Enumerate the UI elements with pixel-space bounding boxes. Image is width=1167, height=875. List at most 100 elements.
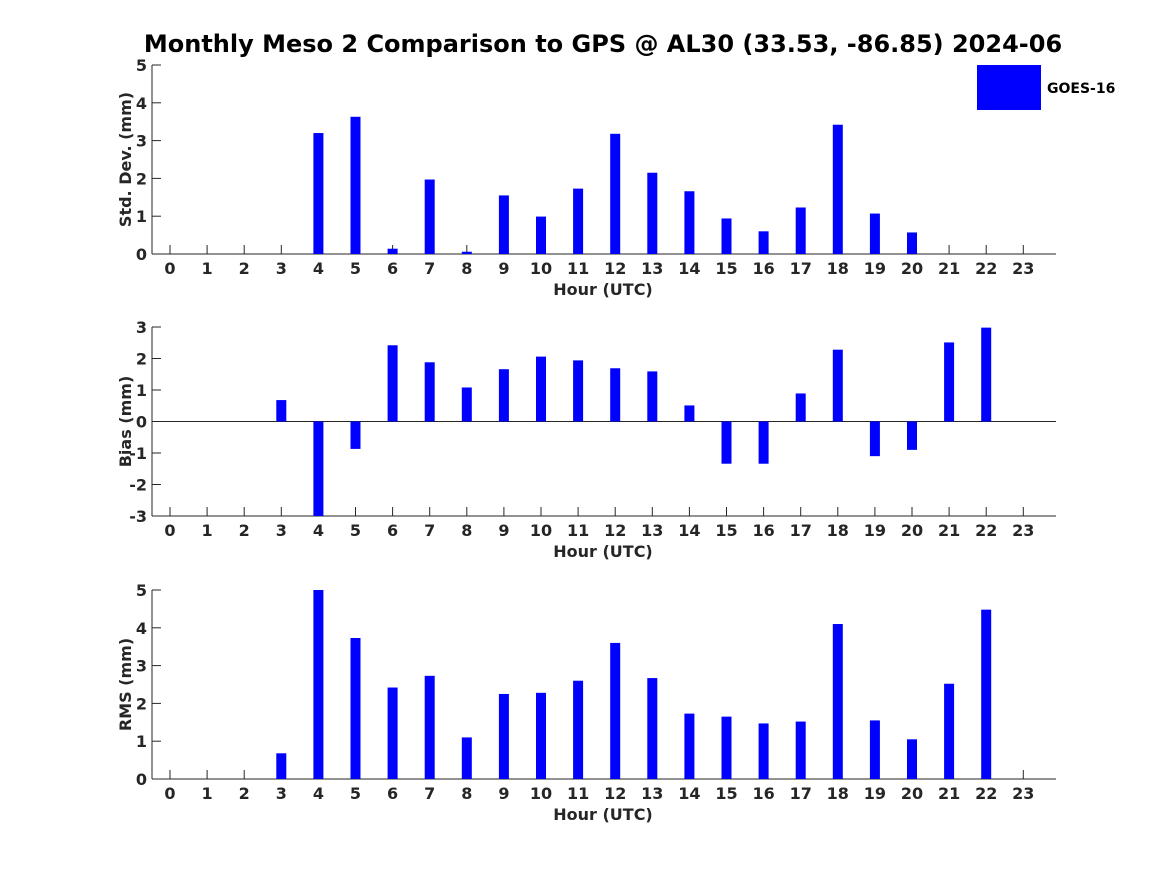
x-axis-label: Hour (UTC): [553, 280, 653, 299]
y-axis-label: RMS (mm): [116, 638, 135, 731]
y-axis-label: Bias (mm): [116, 376, 135, 468]
bar-hour-9: [498, 693, 509, 779]
bar-hour-22: [981, 609, 992, 779]
x-tick-label: 8: [461, 784, 472, 803]
x-tick-label: 2: [239, 521, 250, 540]
x-tick-label: 6: [387, 521, 398, 540]
x-tick-label: 17: [790, 784, 812, 803]
y-tick-label: 2: [136, 169, 147, 188]
bar-hour-18: [832, 624, 843, 779]
bar-hour-20: [907, 232, 917, 254]
y-tick-label: 0: [136, 413, 147, 432]
bar-hour-4: [313, 421, 324, 516]
legend-swatch: [977, 65, 1041, 110]
bar-hour-10: [536, 216, 546, 254]
x-axis-label: Hour (UTC): [553, 805, 653, 824]
x-tick-label: 1: [202, 259, 213, 278]
x-tick-label: 7: [424, 784, 435, 803]
x-tick-label: 16: [752, 259, 774, 278]
bar-hour-11: [573, 188, 584, 254]
y-tick-label: -2: [129, 476, 147, 495]
x-tick-label: 18: [827, 521, 849, 540]
x-tick-label: 20: [901, 521, 923, 540]
x-tick-label: 0: [164, 521, 175, 540]
x-tick-label: 14: [678, 784, 700, 803]
bar-hour-9: [498, 195, 509, 254]
bar-hour-12: [610, 368, 621, 422]
bar-hour-19: [869, 720, 880, 779]
x-tick-label: 4: [313, 259, 324, 278]
x-tick-label: 7: [424, 259, 435, 278]
x-tick-label: 19: [864, 521, 886, 540]
bar-hour-11: [573, 360, 584, 422]
bar-hour-13: [647, 172, 658, 254]
bar-hour-7: [424, 179, 435, 254]
x-tick-label: 13: [641, 784, 663, 803]
x-tick-label: 8: [461, 259, 472, 278]
x-tick-label: 5: [350, 784, 361, 803]
x-tick-label: 9: [498, 521, 509, 540]
x-tick-label: 16: [752, 521, 774, 540]
y-tick-label: -3: [129, 507, 147, 526]
x-tick-label: 10: [530, 521, 552, 540]
x-tick-label: 14: [678, 259, 700, 278]
bar-hour-4: [313, 590, 324, 779]
legend: GOES-16: [977, 65, 1115, 110]
x-tick-label: 9: [498, 784, 509, 803]
x-tick-label: 14: [678, 521, 700, 540]
x-tick-label: 12: [604, 259, 626, 278]
y-tick-label: 3: [136, 318, 147, 337]
bar-hour-7: [424, 675, 435, 779]
bar-hour-12: [610, 133, 621, 254]
bar-hour-21: [944, 342, 955, 422]
bar-hour-19: [869, 421, 880, 457]
bar-hour-13: [647, 371, 658, 422]
bar-hour-21: [944, 683, 955, 779]
bar-hour-19: [869, 213, 880, 254]
bar-hour-9: [498, 369, 509, 422]
bar-hour-5: [350, 638, 361, 779]
bar-hour-10: [536, 692, 546, 779]
x-tick-label: 12: [604, 521, 626, 540]
bar-hour-17: [795, 393, 806, 422]
bar-hour-20: [907, 739, 917, 779]
x-tick-label: 23: [1012, 784, 1034, 803]
bar-hour-6: [387, 687, 398, 779]
bar-hour-4: [313, 133, 324, 254]
legend-label: GOES-16: [1047, 81, 1115, 97]
x-tick-label: 3: [276, 259, 287, 278]
x-tick-label: 10: [530, 259, 552, 278]
x-tick-label: 17: [790, 259, 812, 278]
x-tick-label: 15: [715, 259, 737, 278]
x-tick-label: 21: [938, 259, 960, 278]
x-tick-label: 19: [864, 784, 886, 803]
x-tick-label: 5: [350, 521, 361, 540]
x-tick-label: 15: [715, 784, 737, 803]
x-tick-label: 15: [715, 521, 737, 540]
y-tick-label: 0: [136, 770, 147, 789]
x-tick-label: 12: [604, 784, 626, 803]
y-tick-label: 2: [136, 694, 147, 713]
bar-hour-17: [795, 721, 806, 779]
bar-hour-18: [832, 124, 843, 254]
x-tick-label: 18: [827, 259, 849, 278]
x-tick-label: 0: [164, 784, 175, 803]
x-tick-label: 3: [276, 784, 287, 803]
x-tick-label: 13: [641, 521, 663, 540]
x-axis-label: Hour (UTC): [553, 542, 653, 561]
bar-hour-18: [832, 349, 843, 422]
bar-hour-17: [795, 207, 806, 254]
y-tick-label: 1: [136, 207, 147, 226]
bar-hour-8: [461, 387, 472, 422]
y-tick-label: 4: [136, 619, 147, 638]
y-tick-label: 1: [136, 732, 147, 751]
x-tick-label: 16: [752, 784, 774, 803]
bar-hour-5: [350, 421, 361, 449]
x-tick-label: 5: [350, 259, 361, 278]
bar-hour-14: [684, 191, 695, 254]
bar-hour-8: [461, 251, 472, 254]
